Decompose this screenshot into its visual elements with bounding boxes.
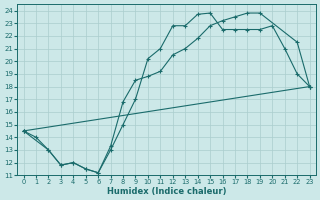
X-axis label: Humidex (Indice chaleur): Humidex (Indice chaleur) [107,187,226,196]
